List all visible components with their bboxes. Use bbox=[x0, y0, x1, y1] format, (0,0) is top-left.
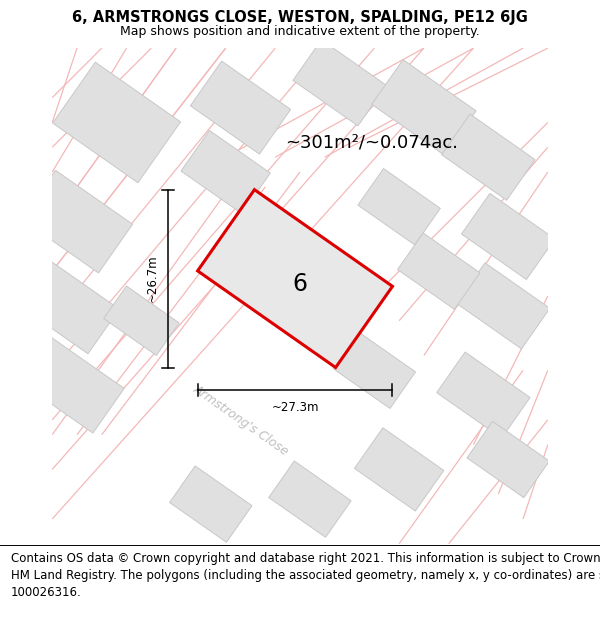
Polygon shape bbox=[181, 131, 271, 214]
Text: 6: 6 bbox=[293, 271, 308, 296]
Text: Map shows position and indicative extent of the property.: Map shows position and indicative extent… bbox=[120, 24, 480, 38]
Polygon shape bbox=[269, 461, 351, 538]
Polygon shape bbox=[372, 59, 476, 156]
Polygon shape bbox=[457, 262, 550, 349]
Polygon shape bbox=[190, 61, 290, 154]
Polygon shape bbox=[53, 62, 181, 182]
Text: Armstrong's Close: Armstrong's Close bbox=[190, 382, 291, 458]
Polygon shape bbox=[358, 169, 440, 245]
Text: 6, ARMSTRONGS CLOSE, WESTON, SPALDING, PE12 6JG: 6, ARMSTRONGS CLOSE, WESTON, SPALDING, P… bbox=[72, 9, 528, 24]
Text: ~301m²/~0.074ac.: ~301m²/~0.074ac. bbox=[285, 133, 458, 151]
Polygon shape bbox=[22, 170, 133, 273]
Text: ~26.7m: ~26.7m bbox=[146, 255, 159, 302]
Polygon shape bbox=[333, 332, 416, 409]
Polygon shape bbox=[442, 114, 535, 200]
Polygon shape bbox=[20, 338, 124, 433]
Polygon shape bbox=[15, 258, 119, 354]
Text: ~27.3m: ~27.3m bbox=[271, 401, 319, 414]
Text: Contains OS data © Crown copyright and database right 2021. This information is : Contains OS data © Crown copyright and d… bbox=[11, 552, 600, 599]
Polygon shape bbox=[461, 193, 555, 279]
Polygon shape bbox=[398, 233, 480, 309]
Polygon shape bbox=[197, 189, 392, 368]
Polygon shape bbox=[467, 421, 550, 498]
Polygon shape bbox=[293, 40, 386, 126]
Polygon shape bbox=[104, 286, 179, 356]
Polygon shape bbox=[437, 352, 530, 438]
Polygon shape bbox=[170, 466, 252, 542]
Polygon shape bbox=[355, 428, 444, 511]
